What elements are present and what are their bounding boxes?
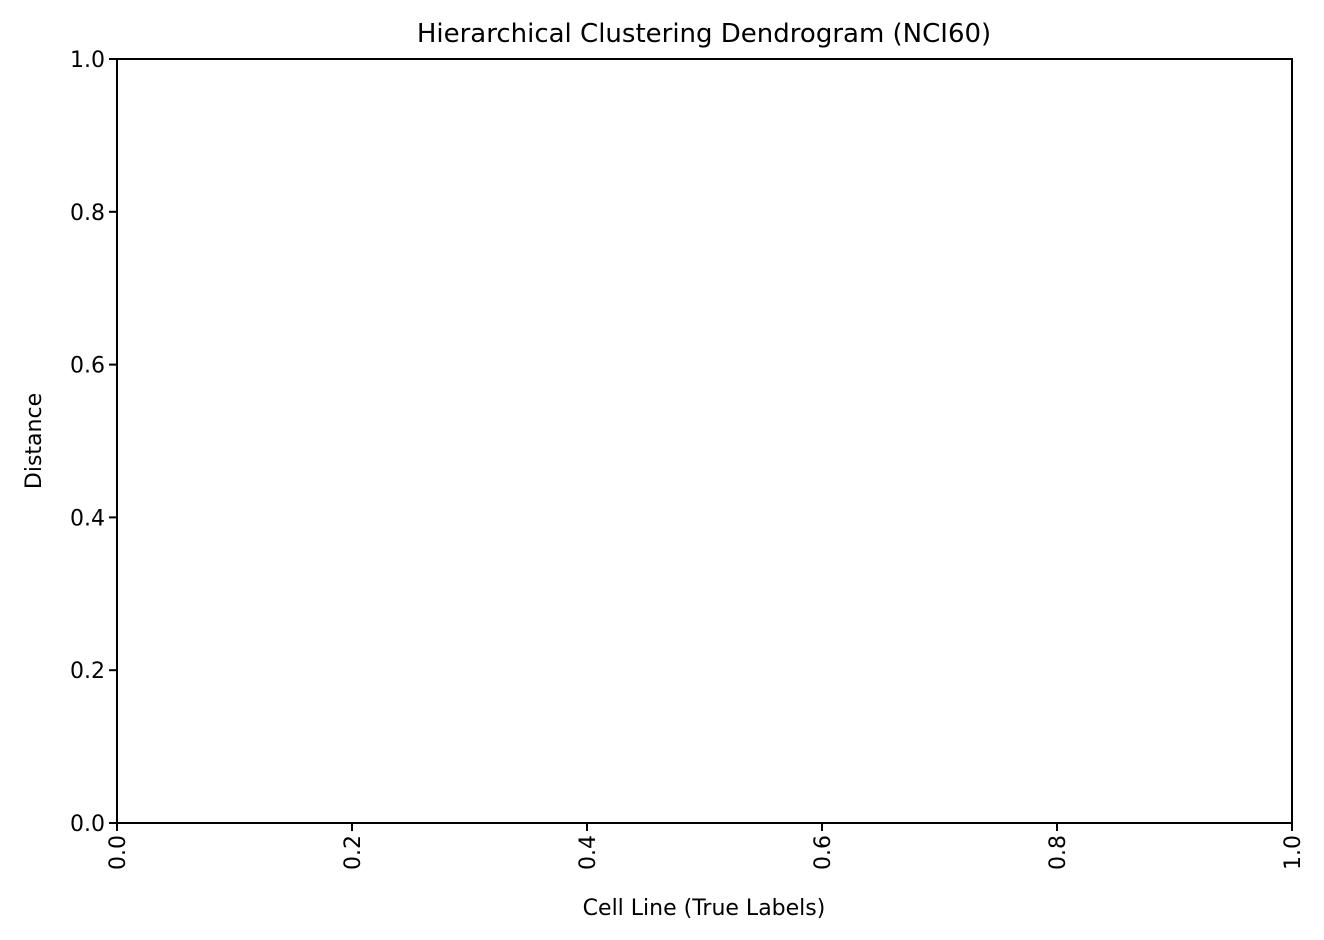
y-tick-label: 0.6 bbox=[70, 354, 105, 379]
y-tick-label: 0.2 bbox=[70, 659, 105, 684]
y-axis-title: Distance bbox=[22, 393, 47, 489]
chart-title: Hierarchical Clustering Dendrogram (NCI6… bbox=[417, 19, 991, 49]
x-tick-label: 0.8 bbox=[1046, 835, 1071, 870]
plot-area bbox=[116, 58, 1293, 824]
x-axis: 0.0 0.2 0.4 0.6 0.8 1.0 bbox=[106, 823, 1306, 870]
y-tick-label: 0.8 bbox=[70, 201, 105, 226]
x-tick-label: 1.0 bbox=[1281, 835, 1306, 870]
x-axis-title: Cell Line (True Labels) bbox=[583, 896, 826, 921]
x-tick-label: 0.4 bbox=[576, 835, 601, 870]
y-tick-label: 0.4 bbox=[70, 506, 105, 531]
x-tick-label: 0.2 bbox=[341, 835, 366, 870]
x-tick-label: 0.6 bbox=[811, 835, 836, 870]
y-axis: 0.0 0.2 0.4 0.6 0.8 1.0 bbox=[70, 48, 117, 837]
y-tick-label: 1.0 bbox=[70, 48, 105, 73]
x-tick-label: 0.0 bbox=[106, 835, 131, 870]
y-tick-label: 0.0 bbox=[70, 812, 105, 837]
